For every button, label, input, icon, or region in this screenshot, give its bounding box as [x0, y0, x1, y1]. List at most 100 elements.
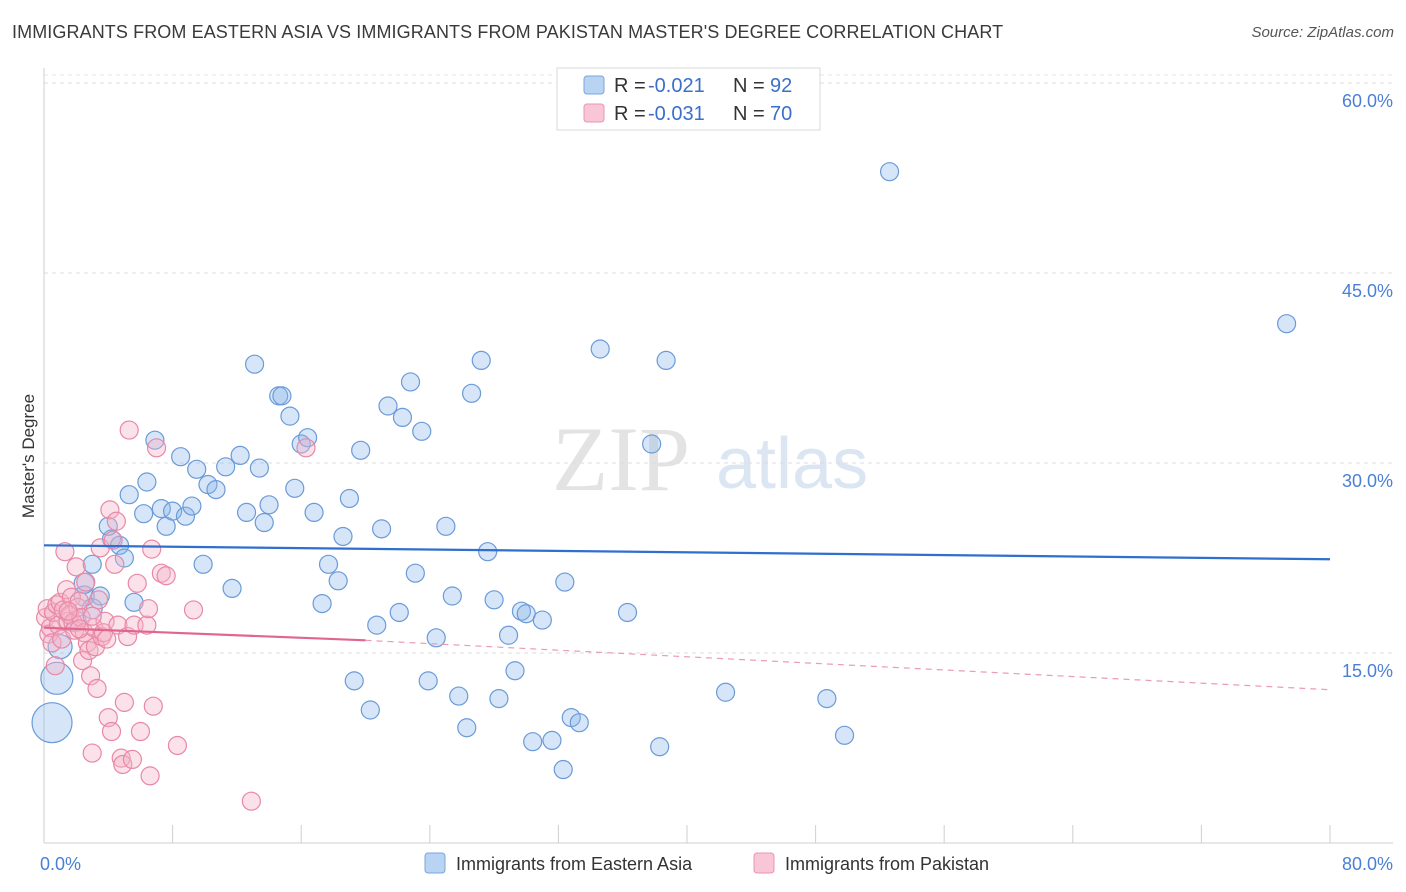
data-point	[124, 592, 144, 612]
data-point	[650, 737, 670, 757]
data-point	[187, 459, 207, 479]
data-point	[175, 506, 196, 526]
data-point	[45, 656, 65, 676]
legend-swatch-pakistan	[583, 103, 605, 123]
data-point	[478, 542, 498, 562]
bottom-legend-label-pakistan: Immigrants from Pakistan	[785, 854, 989, 874]
data-point	[532, 610, 552, 630]
data-point	[333, 526, 353, 547]
legend-n-value-1: 92	[770, 75, 792, 97]
data-point	[31, 702, 73, 744]
data-point	[42, 633, 62, 653]
data-point	[58, 601, 78, 621]
data-point	[142, 539, 162, 559]
data-point	[296, 438, 316, 458]
legend-n-label-2: N =	[733, 103, 765, 125]
data-point	[400, 372, 421, 392]
data-point	[137, 615, 157, 635]
data-point	[82, 554, 102, 574]
data-point	[715, 682, 736, 702]
data-point	[156, 566, 176, 586]
watermark-zip: ZIP	[552, 408, 690, 510]
data-point	[523, 732, 543, 752]
data-point	[101, 721, 122, 742]
data-point	[222, 578, 242, 599]
data-point	[617, 602, 638, 623]
data-point	[555, 572, 575, 592]
data-point	[553, 759, 573, 780]
watermark: ZIP atlas	[552, 408, 868, 510]
data-point	[254, 512, 274, 533]
data-point	[367, 615, 387, 635]
data-point	[127, 573, 147, 593]
data-point	[241, 791, 261, 811]
data-point	[516, 604, 536, 624]
data-point	[505, 661, 525, 681]
data-point	[113, 754, 133, 775]
data-point	[298, 428, 318, 448]
data-point	[236, 502, 257, 523]
data-point	[371, 519, 392, 539]
data-point	[590, 339, 610, 359]
trend-line-0	[43, 544, 1331, 561]
trend-line-1	[43, 626, 366, 642]
data-point	[134, 504, 154, 524]
data-point	[244, 354, 265, 374]
data-point	[82, 606, 102, 626]
data-point	[105, 554, 125, 574]
data-point	[171, 447, 191, 467]
data-point	[351, 440, 371, 460]
data-point	[151, 499, 171, 519]
x-tick-label-right: 80.0%	[1342, 854, 1393, 874]
data-point	[55, 542, 75, 562]
data-points	[31, 162, 1297, 811]
legend-r-label-2: R =	[614, 103, 646, 125]
data-point	[498, 625, 519, 645]
data-point	[817, 688, 837, 709]
stats-legend: R = -0.021 N = 92 R = -0.031 N = 70	[556, 67, 821, 131]
data-point	[66, 557, 86, 577]
data-point	[81, 666, 101, 686]
data-point	[489, 688, 509, 709]
data-point	[72, 650, 93, 671]
series-legend: Immigrants from Eastern Asia Immigrants …	[424, 852, 989, 874]
data-point	[259, 495, 279, 515]
data-point	[143, 696, 163, 716]
data-point	[138, 599, 159, 619]
data-point	[304, 502, 324, 523]
data-point	[542, 730, 562, 751]
data-point	[360, 700, 380, 720]
data-point	[89, 590, 109, 610]
legend-r-label-1: R =	[614, 75, 646, 97]
data-point	[344, 671, 364, 691]
data-point	[216, 457, 236, 477]
data-point	[230, 445, 250, 465]
data-point	[272, 386, 292, 406]
y-tick-labels: 15.0% 30.0% 45.0% 60.0%	[1342, 91, 1393, 681]
data-point	[449, 686, 469, 706]
y-tick-label: 45.0%	[1342, 281, 1393, 301]
data-point	[378, 396, 398, 416]
legend-r-value-1: -0.021	[648, 75, 705, 97]
data-point	[280, 406, 300, 426]
bottom-legend-label-eastern-asia: Immigrants from Eastern Asia	[456, 854, 693, 874]
data-point	[114, 692, 134, 713]
y-tick-label: 60.0%	[1342, 91, 1393, 111]
data-point	[656, 350, 676, 370]
data-point	[206, 480, 226, 500]
data-point	[457, 718, 477, 738]
data-point	[418, 671, 438, 691]
legend-n-label-1: N =	[733, 75, 765, 97]
watermark-atlas: atlas	[716, 424, 868, 504]
data-point	[389, 602, 409, 623]
axes	[43, 68, 1393, 844]
data-point	[569, 713, 589, 733]
bottom-legend-swatch-eastern-asia	[424, 852, 446, 874]
data-point	[183, 600, 204, 620]
x-tick-label-left: 0.0%	[40, 854, 81, 874]
chart-title: IMMIGRANTS FROM EASTERN ASIA VS IMMIGRAN…	[12, 22, 1004, 42]
data-point	[426, 628, 446, 648]
data-point	[484, 590, 504, 610]
y-tick-label: 30.0%	[1342, 471, 1393, 491]
